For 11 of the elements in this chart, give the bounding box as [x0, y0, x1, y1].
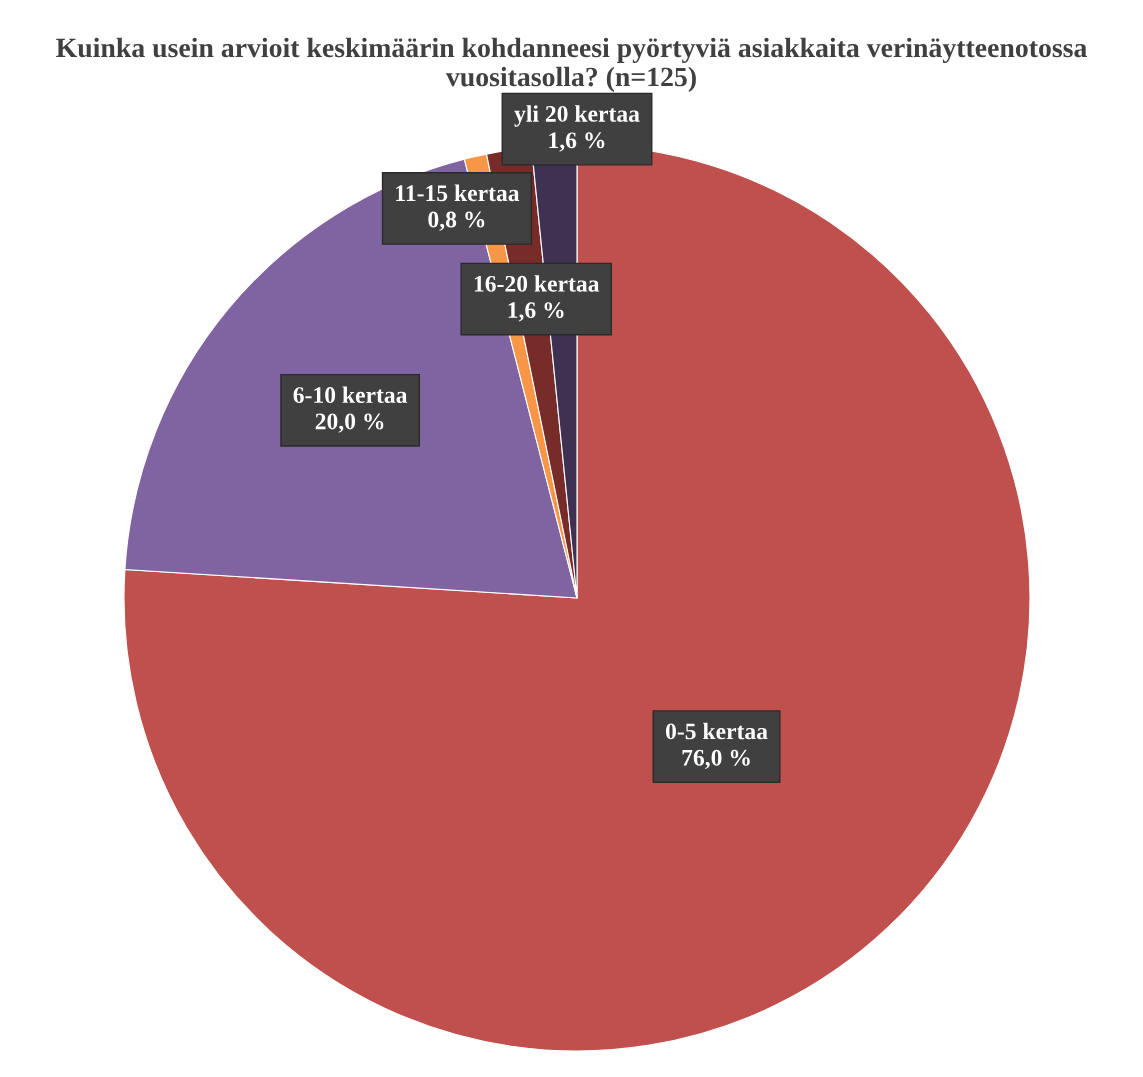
slice-label: 11-15 kertaa: [396, 184, 520, 202]
slice-label: yli 20 kertaa: [514, 105, 640, 127]
data-label: 0,8 %: [428, 211, 485, 231]
data-label: 1,6 %: [549, 132, 605, 152]
slice-label: 6-10 kertaa: [293, 386, 408, 404]
slice-label: 16-20 kertaa: [474, 275, 600, 292]
data-label: 1,6 %: [508, 302, 564, 322]
slice-label: 0-5 kertaa: [665, 722, 768, 740]
data-label: 76,0 %: [682, 749, 750, 770]
chart-title: Kuinka usein arvioit keskimäärin kohdanneesi pyörtyviä asiakkaita verinäytteenotossa vuositasolla? (n=125): [56, 37, 1087, 93]
data-label: 20,0 %: [315, 413, 384, 433]
